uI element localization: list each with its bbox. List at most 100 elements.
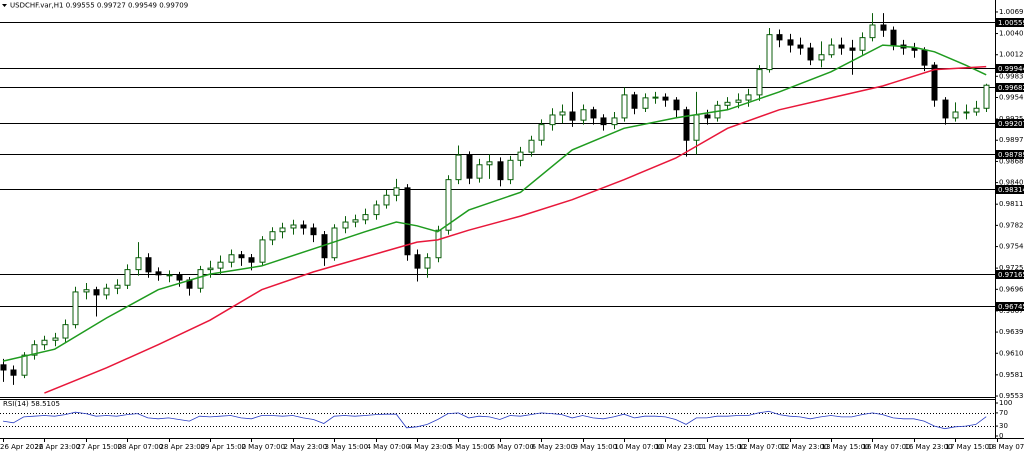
- y-tick-label: 0.95530: [999, 392, 1024, 400]
- y-tick-label: 0.97825: [999, 221, 1024, 229]
- candle-body: [445, 179, 452, 231]
- candle-body: [631, 94, 638, 109]
- candle-body: [41, 339, 48, 346]
- level-label: 0.96745: [998, 303, 1024, 311]
- x-tick-label: 6 May 23:00: [532, 443, 576, 451]
- x-tick-label: 12 May 07:00: [739, 443, 787, 451]
- y-tick-label: 0.99545: [999, 93, 1024, 101]
- x-tick-label: 17 May 15:00: [946, 443, 994, 451]
- candle-body: [166, 274, 173, 277]
- candle-body: [279, 227, 286, 233]
- candle-body: [538, 124, 545, 141]
- candle-body: [642, 97, 649, 109]
- main-plot: [0, 13, 995, 394]
- candle-body: [776, 34, 783, 41]
- candle-body: [931, 64, 938, 101]
- candle-body: [135, 257, 142, 271]
- candle-body: [31, 344, 38, 356]
- candle-body: [300, 224, 307, 229]
- x-tick-label: 28 Apr 07:00: [118, 443, 164, 451]
- candle-body: [797, 44, 804, 49]
- candle-body: [373, 204, 380, 216]
- candle-body: [21, 354, 28, 376]
- rsi-title: RSI(14) 58.5105: [3, 400, 60, 408]
- y-tick-label: 0.96965: [999, 285, 1024, 293]
- candle-body: [114, 284, 121, 289]
- moving-average: [2, 44, 987, 362]
- x-tick-label: 11 May 15:00: [698, 443, 746, 451]
- rsi-y-tick-label: 0: [999, 432, 1003, 440]
- candle-body: [217, 261, 224, 269]
- y-tick-label: 0.98685: [999, 157, 1024, 165]
- candle-body: [103, 287, 110, 296]
- x-tick-label: 10 May 07:00: [615, 443, 663, 451]
- candle-body: [207, 267, 214, 271]
- candle-body: [921, 49, 928, 66]
- level-label-box: [996, 302, 1024, 311]
- x-tick-label: 5 May 15:00: [449, 443, 493, 451]
- candle-body: [859, 37, 866, 51]
- level-label: 1.00559: [998, 19, 1024, 27]
- candle-body: [197, 269, 204, 289]
- candle-body: [228, 254, 235, 263]
- x-tick-label: 4 May 07:00: [367, 443, 411, 451]
- x-tick-label: 18 May 07:00: [988, 443, 1024, 451]
- candle-body: [569, 111, 576, 121]
- level-label: 0.98789: [998, 151, 1024, 159]
- candle-body: [611, 117, 618, 126]
- candle-body: [869, 24, 876, 39]
- candle-body: [466, 154, 473, 179]
- level-label-box: [996, 270, 1024, 279]
- rsi-y-tick-label: 30: [999, 422, 1008, 430]
- y-tick-label: 0.96105: [999, 349, 1024, 357]
- candle-body: [652, 96, 659, 99]
- candle-body: [486, 161, 493, 166]
- candle-body: [580, 109, 587, 121]
- menu-arrow[interactable]: [2, 4, 7, 7]
- candle-body: [952, 111, 959, 119]
- rsi-y-tick-label: 70: [999, 409, 1008, 417]
- x-tick-label: 16 May 07:00: [863, 443, 911, 451]
- rsi-y-tick-label: 100: [999, 399, 1012, 407]
- x-tick-label: 26 Apr 2022: [0, 443, 43, 451]
- candle-body: [248, 257, 255, 263]
- candle-body: [455, 154, 462, 181]
- x-tick-label: 27 Apr 15:00: [77, 443, 123, 451]
- candle-body: [704, 114, 711, 119]
- candle-body: [62, 324, 69, 339]
- y-tick-label: 1.00405: [999, 30, 1024, 38]
- candle-body: [52, 337, 59, 341]
- candle-body: [559, 111, 566, 116]
- candle-body: [600, 117, 607, 126]
- rsi-plot: [0, 410, 995, 430]
- level-label-box: [996, 18, 1024, 27]
- candle-body: [983, 84, 990, 109]
- candle-body: [662, 96, 669, 101]
- level-label: 0.98314: [998, 186, 1024, 194]
- candle-body: [807, 47, 814, 61]
- candle-body: [973, 107, 980, 113]
- candle-body: [145, 257, 152, 273]
- x-tick-label: 13 May 15:00: [822, 443, 870, 451]
- x-tick-label: 16 May 23:00: [905, 443, 953, 451]
- candle-body: [818, 54, 825, 61]
- candle-body: [393, 187, 400, 196]
- candle-body: [352, 219, 359, 223]
- level-label-box: [996, 185, 1024, 194]
- candle-body: [259, 239, 266, 263]
- candle-body: [517, 151, 524, 161]
- candle-body: [673, 99, 680, 111]
- candle-body: [942, 99, 949, 119]
- candle-body: [590, 109, 597, 119]
- candle-body: [756, 69, 763, 96]
- candle-body: [890, 29, 897, 46]
- candle-body: [93, 289, 100, 296]
